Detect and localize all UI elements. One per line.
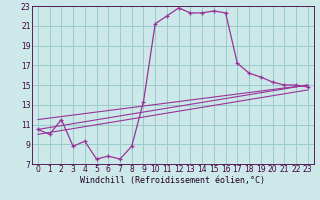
X-axis label: Windchill (Refroidissement éolien,°C): Windchill (Refroidissement éolien,°C)	[80, 176, 265, 185]
